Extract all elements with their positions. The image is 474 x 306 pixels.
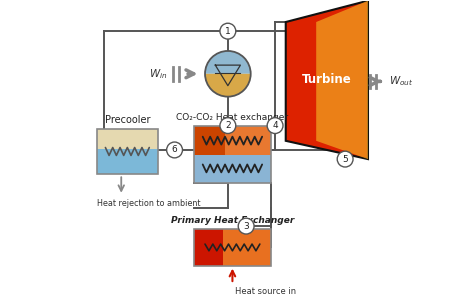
FancyBboxPatch shape — [97, 149, 158, 174]
Circle shape — [220, 118, 236, 133]
FancyBboxPatch shape — [194, 229, 271, 266]
Polygon shape — [286, 1, 368, 159]
Text: Primary Heat Exchanger: Primary Heat Exchanger — [171, 217, 294, 226]
Text: Heat source in: Heat source in — [236, 287, 297, 296]
FancyBboxPatch shape — [97, 129, 158, 154]
Text: 3: 3 — [243, 222, 249, 231]
Text: 6: 6 — [172, 145, 177, 155]
Text: 5: 5 — [342, 155, 348, 164]
Circle shape — [220, 23, 236, 39]
Circle shape — [238, 218, 254, 234]
FancyBboxPatch shape — [194, 155, 271, 184]
FancyBboxPatch shape — [194, 125, 271, 155]
Text: CO₂-CO₂ Heat exchanger: CO₂-CO₂ Heat exchanger — [176, 113, 289, 122]
Text: 4: 4 — [272, 121, 278, 130]
Text: Turbine: Turbine — [302, 73, 352, 86]
Text: $W_{out}$: $W_{out}$ — [389, 75, 414, 88]
FancyBboxPatch shape — [194, 229, 223, 266]
Text: $W_{in}$: $W_{in}$ — [148, 67, 167, 81]
Circle shape — [267, 118, 283, 133]
FancyBboxPatch shape — [225, 125, 271, 155]
Wedge shape — [205, 74, 251, 97]
Text: 1: 1 — [225, 27, 231, 36]
Circle shape — [167, 142, 182, 158]
Text: Precooler: Precooler — [105, 115, 150, 125]
Polygon shape — [316, 1, 368, 159]
Circle shape — [337, 151, 353, 167]
Text: 2: 2 — [225, 121, 231, 130]
Wedge shape — [205, 51, 251, 74]
Text: Heat rejection to ambient: Heat rejection to ambient — [97, 199, 201, 208]
